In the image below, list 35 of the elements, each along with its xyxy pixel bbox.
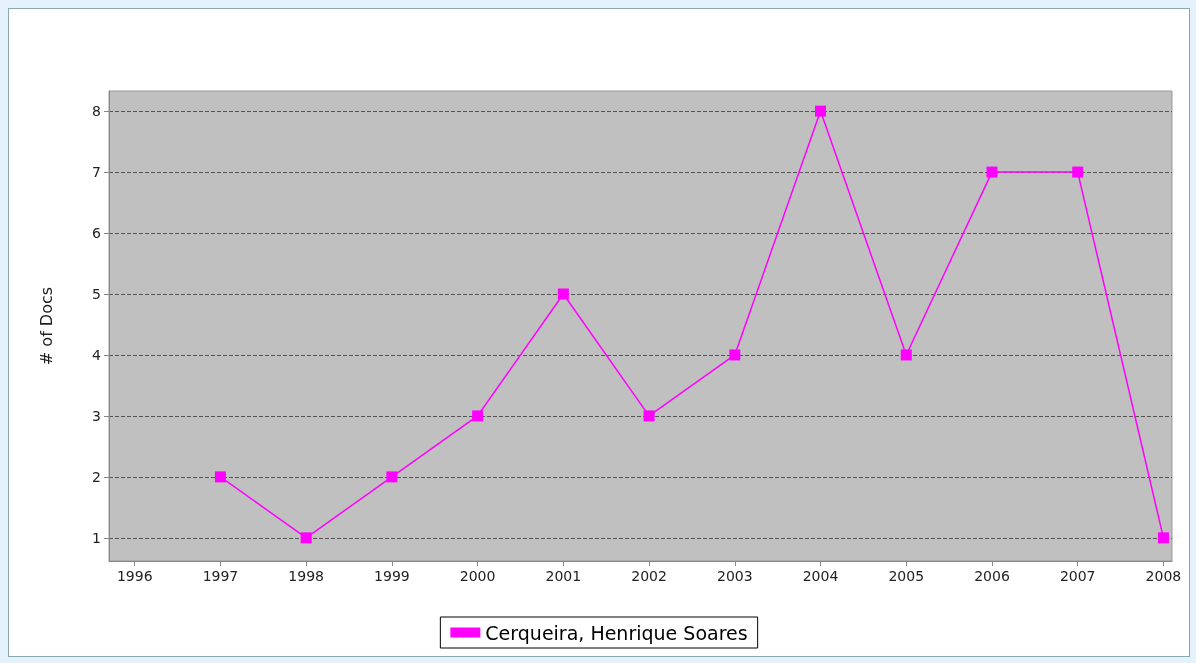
y-tick-label: 1: [92, 529, 101, 546]
legend-label: Cerqueira, Henrique Soares: [485, 621, 748, 644]
y-tick-label: 7: [92, 164, 101, 181]
y-tick-label: 3: [92, 407, 101, 424]
y-tick-label: 8: [92, 103, 101, 120]
x-tick-label: 2007: [1059, 568, 1096, 584]
point: [1072, 166, 1084, 178]
point: [214, 471, 226, 483]
x-tick-label: 1998: [288, 568, 324, 584]
y-tick-label: 2: [92, 468, 101, 485]
x-tick-label: 2001: [545, 568, 582, 584]
point: [300, 532, 312, 544]
x-tick-label: 2008: [1145, 568, 1182, 584]
x-tick-label: 2005: [888, 568, 925, 584]
point: [1157, 532, 1169, 544]
x-tick-label: 1996: [116, 568, 153, 584]
x-tick-label: 1997: [202, 568, 239, 584]
y-tick-label: 5: [92, 286, 101, 302]
x-tick-label: 2000: [459, 568, 496, 584]
point: [900, 349, 912, 361]
x-tick-label: 2004: [802, 568, 839, 584]
x-tick-label: 2003: [716, 568, 753, 584]
x-tick-label: 1999: [374, 568, 410, 584]
point: [729, 349, 741, 361]
point: [986, 166, 998, 178]
y-tick-label: 6: [92, 225, 102, 242]
point: [557, 288, 569, 300]
point: [643, 410, 655, 422]
point: [815, 105, 827, 117]
x-tick-label: 2006: [974, 568, 1010, 584]
point: [386, 471, 398, 483]
x-tick-label: 2002: [631, 568, 667, 584]
y-axis-title: # of Docs: [36, 286, 56, 366]
y-tick-label: 4: [92, 346, 102, 363]
point: [472, 410, 484, 422]
